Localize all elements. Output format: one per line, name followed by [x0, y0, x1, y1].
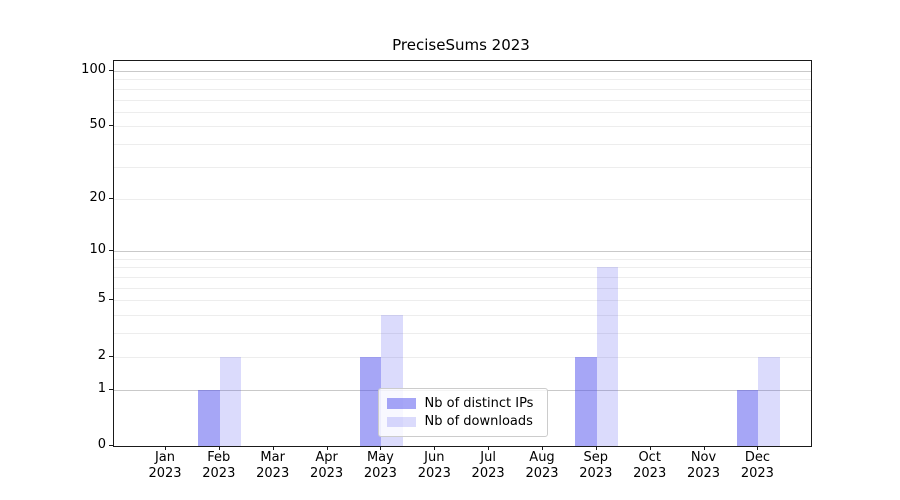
- bar-downloads: [219, 356, 242, 446]
- x-tick-label: Aug 2023: [525, 450, 559, 481]
- y-tick-mark: [108, 69, 113, 71]
- y-tick-label: 5: [97, 291, 106, 307]
- x-tick-mark: [595, 446, 597, 450]
- y-tick-mark: [108, 197, 113, 199]
- y-gridline-minor: [113, 166, 811, 168]
- x-tick-mark: [434, 446, 436, 450]
- x-tick-label: Mar 2023: [256, 450, 290, 481]
- y-gridline-minor: [113, 79, 811, 81]
- plot-area: [112, 60, 812, 447]
- legend-item-distinct-ips: Nb of distinct IPs: [386, 394, 539, 412]
- y-tick-mark: [108, 250, 113, 252]
- y-gridline-minor: [113, 111, 811, 113]
- x-tick-mark: [272, 446, 274, 450]
- y-gridline-minor: [113, 88, 811, 90]
- legend-swatch-distinct-ips: [386, 398, 416, 409]
- y-gridline-major: [113, 251, 811, 253]
- y-tick-label: 1: [97, 380, 106, 396]
- bar-distinct-ips: [736, 389, 759, 446]
- legend-swatch-downloads: [386, 416, 416, 427]
- x-tick-mark: [165, 446, 166, 450]
- x-tick-label: Dec 2023: [740, 450, 774, 481]
- legend-label-downloads: Nb of downloads: [424, 414, 533, 430]
- y-gridline-minor: [113, 315, 811, 317]
- bar-downloads: [758, 356, 780, 446]
- x-tick-label: Jun 2023: [417, 450, 451, 481]
- y-tick-label: 0: [97, 437, 106, 452]
- x-tick-label: Apr 2023: [310, 450, 344, 481]
- y-gridline-minor: [113, 258, 811, 260]
- y-gridline-minor: [113, 144, 811, 146]
- legend-item-downloads: Nb of downloads: [386, 413, 539, 431]
- y-gridline-minor: [113, 99, 811, 101]
- x-tick-label: Feb 2023: [202, 450, 236, 481]
- x-tick-mark: [380, 446, 382, 450]
- y-gridline-minor: [113, 126, 811, 128]
- y-gridline-minor: [113, 267, 811, 269]
- y-gridline-major: [113, 70, 811, 72]
- y-gridline-minor: [113, 300, 811, 302]
- y-tick-mark: [108, 388, 113, 390]
- y-gridline-minor: [113, 287, 811, 289]
- chart-title: PreciseSums 2023: [392, 36, 530, 54]
- x-tick-mark: [488, 446, 490, 450]
- x-tick-label: May 2023: [363, 450, 397, 481]
- legend: Nb of distinct IPs Nb of downloads: [377, 388, 548, 437]
- x-tick-label: Jan 2023: [148, 450, 182, 481]
- y-tick-label: 50: [89, 117, 106, 133]
- y-tick-label: 2: [97, 347, 106, 363]
- x-tick-label: Oct 2023: [633, 450, 667, 481]
- y-gridline-minor: [113, 356, 811, 358]
- x-tick-mark: [649, 446, 651, 450]
- x-tick-mark: [703, 446, 705, 450]
- x-tick-mark: [542, 446, 543, 450]
- bar-distinct-ips: [575, 356, 597, 446]
- y-gridline-minor: [113, 333, 811, 335]
- bar-distinct-ips: [359, 356, 382, 446]
- y-tick-label: 20: [89, 189, 106, 205]
- bar-downloads: [596, 267, 619, 446]
- y-tick-mark: [108, 355, 113, 357]
- x-tick-label: Nov 2023: [686, 450, 721, 481]
- x-tick-label: Sep 2023: [579, 450, 613, 481]
- x-tick-mark: [218, 446, 220, 450]
- legend-label-distinct-ips: Nb of distinct IPs: [424, 395, 534, 411]
- bar-distinct-ips: [198, 389, 220, 446]
- y-tick-mark: [108, 125, 113, 127]
- x-tick-label: Jul 2023: [471, 450, 505, 481]
- y-tick-label: 10: [89, 242, 106, 258]
- y-tick-label: 100: [81, 61, 106, 77]
- x-tick-mark: [326, 446, 328, 450]
- y-tick-mark: [108, 445, 113, 446]
- y-tick-mark: [108, 299, 113, 301]
- x-tick-mark: [757, 446, 759, 450]
- y-gridline-minor: [113, 198, 811, 200]
- y-gridline-minor: [113, 277, 811, 278]
